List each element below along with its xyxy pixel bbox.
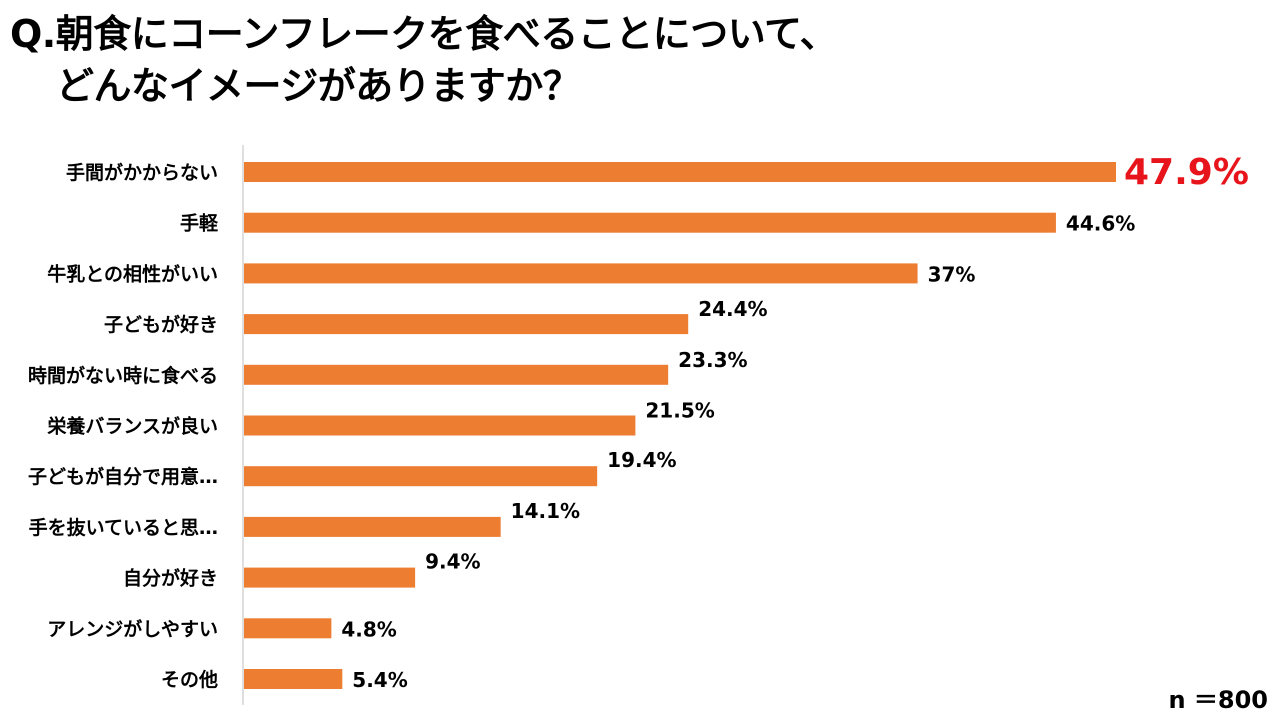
- bar: [244, 567, 416, 588]
- category-label: 子どもが自分で用意…: [28, 465, 218, 488]
- bar-value-label: 44.6%: [1066, 212, 1135, 236]
- chart-title: Q.朝食にコーンフレークを食べることについて、 どんなイメージがありますか？: [10, 8, 1250, 112]
- bar: [244, 618, 332, 639]
- category-label: 自分が好き: [123, 567, 218, 590]
- bar: [244, 212, 1056, 233]
- bar-value-label-highlight: 47.9%: [1124, 152, 1249, 193]
- bar-value-label: 19.4%: [607, 448, 676, 472]
- bar-series: 手間がかからない 47.9% 手軽 44.6% 牛乳との相性がいい 37% 子どもが好き 24…: [28, 152, 1249, 692]
- bar-value-label: 24.4%: [698, 297, 767, 321]
- category-label: 手を抜いていると思…: [29, 516, 218, 539]
- bar: [244, 364, 669, 385]
- bar: [244, 466, 598, 487]
- category-label: 手間がかからない: [66, 161, 218, 184]
- chart-title-line-2: どんなイメージがありますか？: [56, 64, 581, 108]
- bar: [244, 669, 343, 689]
- category-label: 時間がない時に食べる: [28, 364, 218, 387]
- bar-value-label: 23.3%: [678, 348, 747, 372]
- bar: [244, 314, 689, 335]
- bar-value-label: 5.4%: [352, 668, 407, 692]
- category-label: 牛乳との相性がいい: [47, 262, 218, 285]
- category-label: 手軽: [180, 212, 219, 235]
- bar-value-label: 14.1%: [511, 499, 580, 523]
- chart-title-line-1: Q.朝食にコーンフレークを食べることについて、: [10, 12, 838, 56]
- category-label: アレンジがしやすい: [47, 617, 218, 640]
- category-label: その他: [161, 668, 218, 691]
- sample-size-label: n ＝800: [1168, 686, 1268, 714]
- bar: [244, 162, 1116, 182]
- bar-value-label: 9.4%: [425, 550, 480, 574]
- bar-value-label: 4.8%: [341, 617, 396, 641]
- bar-value-label: 37%: [928, 262, 976, 286]
- bar-value-label: 21.5%: [645, 399, 714, 423]
- bar: [244, 516, 501, 537]
- bar: [244, 415, 636, 436]
- category-label: 子どもが好き: [104, 313, 218, 336]
- category-label: 栄養バランスが良い: [46, 415, 218, 438]
- bar: [244, 263, 918, 284]
